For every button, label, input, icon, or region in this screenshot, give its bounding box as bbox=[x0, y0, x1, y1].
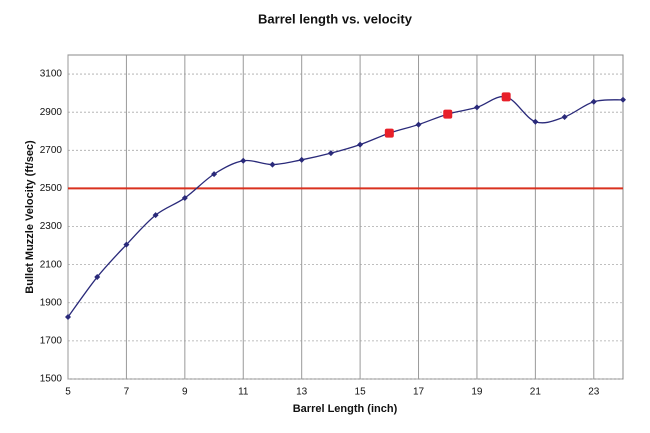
y-tick-label: 3100 bbox=[40, 69, 63, 80]
highlight-point bbox=[443, 109, 453, 119]
x-tick-label: 23 bbox=[588, 387, 600, 398]
point bbox=[415, 121, 422, 128]
point bbox=[152, 212, 159, 219]
point bbox=[620, 96, 626, 103]
y-tick-label: 2500 bbox=[40, 183, 63, 194]
y-tick-label: 2300 bbox=[40, 221, 63, 232]
x-tick-label: 21 bbox=[530, 387, 542, 398]
x-tick-label: 9 bbox=[182, 387, 188, 398]
y-axis-title: Bullet Muzzle Velocity (ft/sec) bbox=[24, 140, 36, 294]
point bbox=[298, 156, 305, 163]
x-tick-label: 13 bbox=[296, 387, 308, 398]
point bbox=[473, 104, 480, 111]
x-tick-label: 17 bbox=[413, 387, 425, 398]
plot-area bbox=[67, 54, 624, 380]
x-tick-label: 15 bbox=[355, 387, 367, 398]
y-tick-label: 2100 bbox=[40, 259, 63, 270]
point bbox=[240, 157, 247, 164]
y-tick-label: 1700 bbox=[40, 336, 63, 347]
highlight-point bbox=[501, 92, 511, 102]
point bbox=[532, 118, 539, 125]
point bbox=[561, 113, 568, 120]
point bbox=[94, 274, 101, 281]
y-tick-label: 1500 bbox=[40, 374, 63, 385]
point bbox=[357, 141, 364, 148]
x-tick-label: 19 bbox=[471, 387, 483, 398]
point bbox=[123, 241, 130, 248]
x-tick-label: 7 bbox=[124, 387, 130, 398]
y-tick-label: 2900 bbox=[40, 107, 63, 118]
point bbox=[327, 150, 334, 157]
x-axis-title: Barrel Length (inch) bbox=[293, 403, 398, 415]
point bbox=[181, 194, 188, 201]
point bbox=[211, 171, 218, 178]
y-tick-label: 1900 bbox=[40, 297, 63, 308]
point bbox=[269, 161, 276, 168]
x-tick-label: 5 bbox=[65, 387, 71, 398]
highlight-point bbox=[384, 128, 394, 138]
x-tick-label: 11 bbox=[238, 387, 249, 398]
line bbox=[67, 95, 624, 318]
chart-title: Barrel length vs. velocity bbox=[258, 11, 413, 26]
point bbox=[590, 98, 597, 105]
point bbox=[65, 314, 71, 321]
y-tick-label: 2700 bbox=[40, 145, 63, 156]
